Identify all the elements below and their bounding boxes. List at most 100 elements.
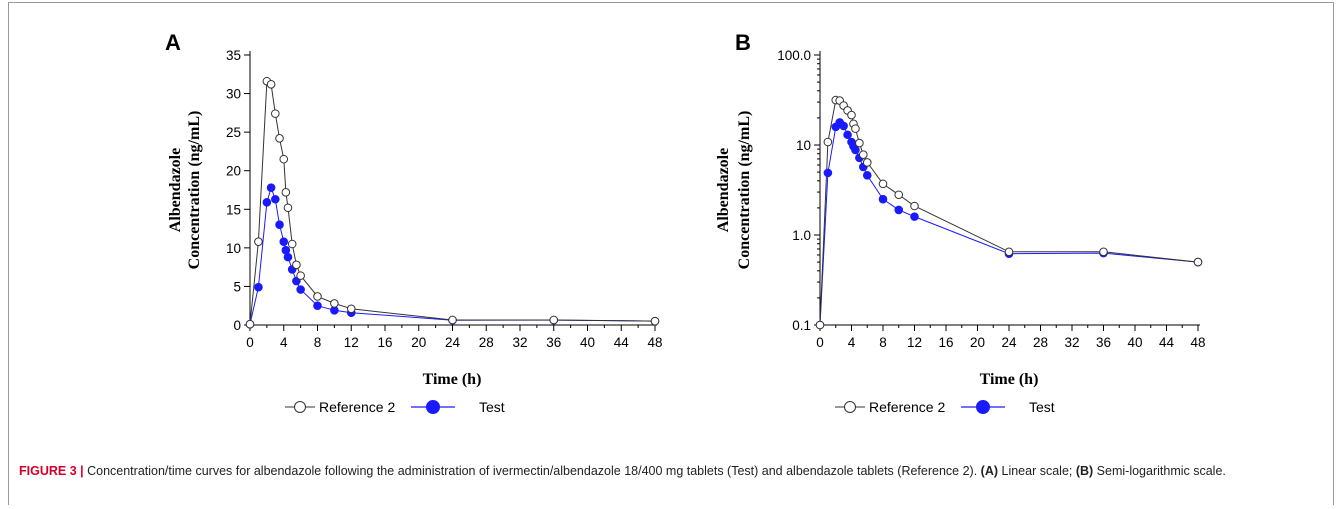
y-tick-label: 1.0 bbox=[792, 228, 811, 243]
x-tick-label: 24 bbox=[1001, 335, 1017, 350]
data-point-test bbox=[843, 130, 852, 140]
x-tick-label: 0 bbox=[816, 335, 824, 350]
data-point-test bbox=[281, 245, 291, 255]
x-tick-label: 4 bbox=[280, 335, 288, 350]
y-tick-label: 30 bbox=[226, 87, 241, 102]
data-point-test bbox=[279, 237, 289, 246]
data-point-reference-2 bbox=[862, 158, 872, 167]
y-axis-title-line-2: Concentration (ng/mL) bbox=[186, 111, 203, 270]
legend: Reference 2 Test bbox=[285, 399, 505, 415]
data-point-reference-2 bbox=[279, 154, 289, 164]
data-point-reference-2 bbox=[650, 316, 660, 326]
data-point-reference-2 bbox=[859, 150, 868, 160]
x-tick-label: 16 bbox=[377, 335, 392, 350]
panel-letter-b: B bbox=[735, 30, 751, 55]
data-point-reference-2 bbox=[855, 138, 864, 148]
y-tick-label: 25 bbox=[226, 125, 241, 140]
x-tick-label: 28 bbox=[1033, 335, 1048, 350]
series-line-reference-2 bbox=[819, 99, 1199, 326]
figure-caption: FIGURE 3 | Concentration/time curves for… bbox=[19, 462, 1319, 480]
x-tick-label: 32 bbox=[1064, 335, 1079, 350]
caption-part-a-label: (A) bbox=[980, 464, 999, 478]
data-point-test bbox=[283, 252, 293, 262]
data-point-reference-2 bbox=[245, 319, 255, 329]
x-tick-label: 40 bbox=[1127, 335, 1142, 350]
x-tick-label: 32 bbox=[512, 335, 527, 350]
y-axis-title-line-1: Albendazole bbox=[167, 148, 184, 232]
legend: Reference 2 Test bbox=[835, 399, 1055, 415]
y-axis-title-line-2: Concentration (ng/mL) bbox=[736, 111, 753, 270]
data-point-test bbox=[823, 168, 833, 178]
y-tick-label: 0.1 bbox=[792, 318, 811, 333]
x-tick-label: 8 bbox=[879, 335, 887, 350]
data-point-reference-2 bbox=[313, 292, 322, 301]
x-tick-label: 12 bbox=[344, 335, 359, 350]
figure-frame bbox=[8, 2, 1334, 505]
y-tick-label: 0 bbox=[233, 318, 241, 333]
data-point-reference-2 bbox=[271, 109, 280, 118]
caption-part-b-label: (B) bbox=[1075, 464, 1094, 478]
data-point-reference-2 bbox=[815, 320, 825, 330]
legend-marker-test bbox=[426, 400, 440, 414]
caption-part-b-text: Semi-logarithmic scale. bbox=[1093, 464, 1226, 478]
data-point-reference-2 bbox=[847, 110, 856, 120]
y-axis-title-line-1: Albendazole bbox=[715, 148, 732, 232]
data-point-reference-2 bbox=[823, 137, 833, 147]
data-point-reference-2 bbox=[878, 179, 888, 189]
x-tick-label: 20 bbox=[411, 335, 426, 350]
data-point-reference-2 bbox=[549, 315, 559, 325]
x-tick-label: 28 bbox=[479, 335, 494, 350]
data-point-reference-2 bbox=[346, 304, 356, 314]
data-point-test bbox=[839, 121, 848, 131]
data-point-reference-2 bbox=[281, 188, 291, 197]
legend-marker-reference-2 bbox=[844, 401, 856, 413]
caption-text: Concentration/time curves for albendazol… bbox=[83, 464, 981, 478]
data-point-reference-2 bbox=[1099, 247, 1108, 257]
data-point-test bbox=[275, 220, 284, 230]
data-point-test bbox=[296, 285, 305, 294]
series-line-test bbox=[819, 121, 1199, 326]
x-tick-label: 40 bbox=[580, 335, 595, 350]
data-point-reference-2 bbox=[283, 203, 293, 213]
legend-label-test: Test bbox=[479, 399, 505, 415]
data-point-test bbox=[862, 171, 872, 180]
legend-label-reference-2: Reference 2 bbox=[869, 399, 945, 415]
data-point-reference-2 bbox=[1193, 257, 1203, 267]
data-point-reference-2 bbox=[330, 299, 339, 308]
data-point-reference-2 bbox=[910, 201, 919, 211]
legend-marker-test bbox=[976, 400, 990, 414]
data-point-test bbox=[851, 145, 860, 155]
x-tick-label: 48 bbox=[647, 335, 662, 350]
panel-letter-a: A bbox=[165, 30, 181, 55]
data-point-reference-2 bbox=[275, 134, 284, 143]
x-tick-label: 8 bbox=[314, 335, 322, 350]
y-tick-label: 10 bbox=[226, 241, 241, 256]
data-point-test bbox=[910, 212, 919, 221]
data-point-reference-2 bbox=[448, 315, 457, 325]
data-point-reference-2 bbox=[1004, 247, 1014, 257]
data-point-test bbox=[894, 205, 904, 215]
y-tick-label: 15 bbox=[226, 202, 241, 217]
data-point-reference-2 bbox=[292, 260, 301, 270]
x-tick-label: 44 bbox=[614, 335, 630, 350]
data-point-test bbox=[262, 198, 272, 207]
data-point-reference-2 bbox=[894, 190, 904, 200]
x-tick-label: 12 bbox=[907, 335, 922, 350]
data-point-reference-2 bbox=[287, 239, 297, 249]
data-point-reference-2 bbox=[266, 80, 276, 89]
data-point-test bbox=[878, 194, 888, 204]
x-tick-label: 20 bbox=[970, 335, 985, 350]
x-tick-label: 0 bbox=[246, 335, 254, 350]
series-line-reference-2 bbox=[249, 80, 656, 325]
x-tick-label: 48 bbox=[1190, 335, 1205, 350]
x-tick-label: 36 bbox=[546, 335, 561, 350]
x-tick-label: 24 bbox=[445, 335, 461, 350]
caption-part-a-text: Linear scale; bbox=[998, 464, 1076, 478]
y-tick-label: 5 bbox=[233, 279, 241, 294]
legend-marker-reference-2 bbox=[294, 401, 306, 413]
legend-label-test: Test bbox=[1029, 399, 1055, 415]
data-point-reference-2 bbox=[296, 271, 305, 280]
